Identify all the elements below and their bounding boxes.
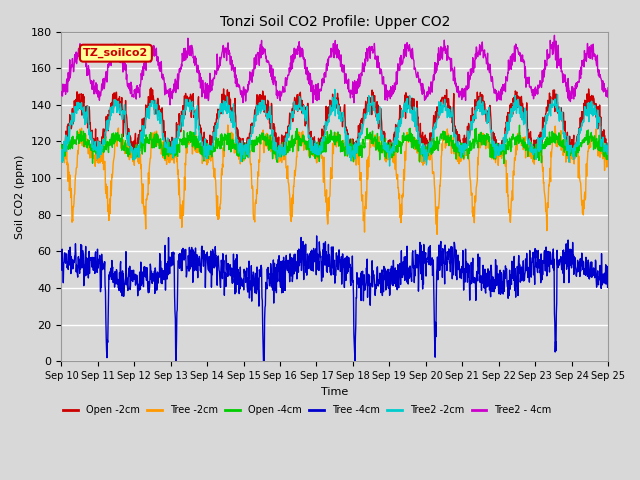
Y-axis label: Soil CO2 (ppm): Soil CO2 (ppm) [15, 154, 25, 239]
Title: Tonzi Soil CO2 Profile: Upper CO2: Tonzi Soil CO2 Profile: Upper CO2 [220, 15, 450, 29]
Legend: Open -2cm, Tree -2cm, Open -4cm, Tree -4cm, Tree2 -2cm, Tree2 - 4cm: Open -2cm, Tree -2cm, Open -4cm, Tree -4… [60, 401, 556, 419]
Text: TZ_soilco2: TZ_soilco2 [83, 48, 148, 58]
X-axis label: Time: Time [321, 386, 348, 396]
